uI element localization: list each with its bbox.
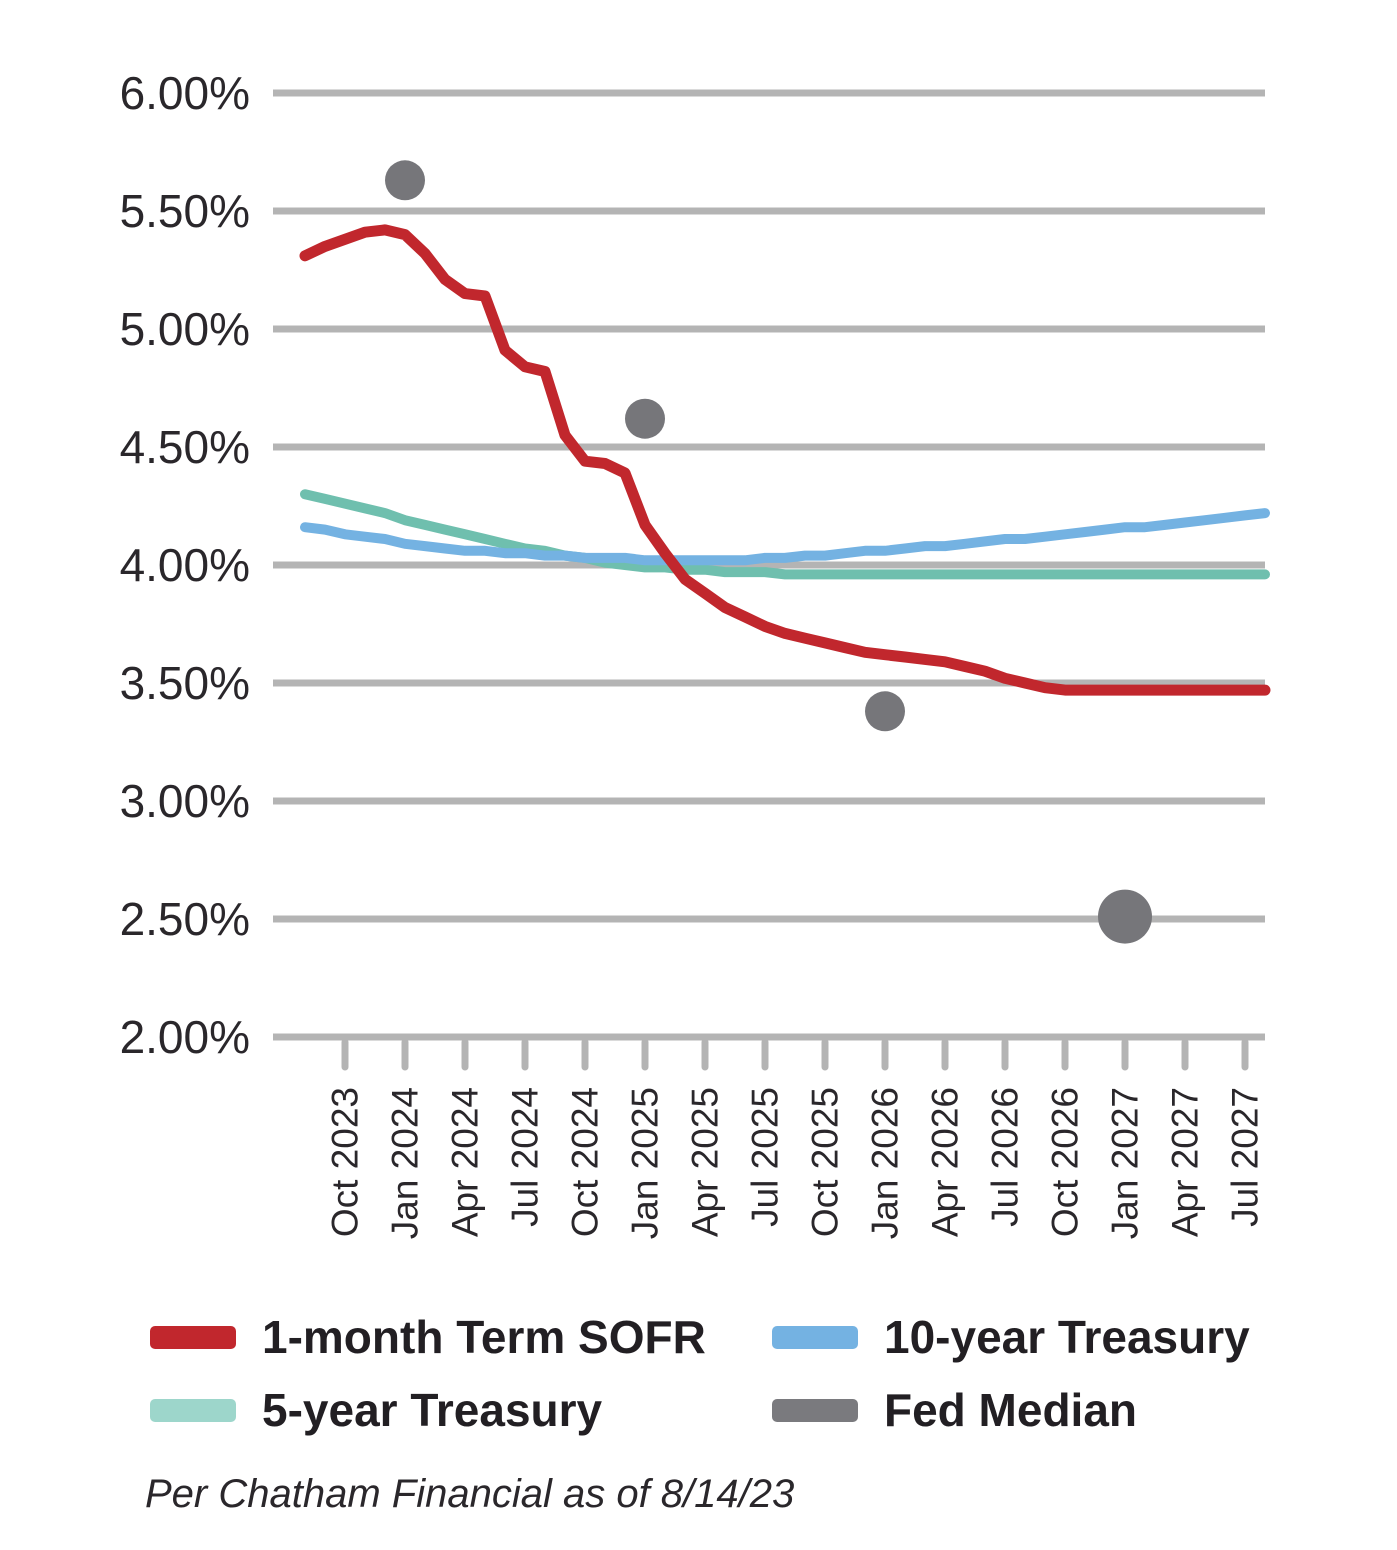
fed-median-dot-jan-2025 <box>625 398 665 439</box>
series-line-1-month-term-sofr <box>299 224 1271 696</box>
x-axis-label: Oct 2026 <box>1045 1087 1086 1237</box>
x-axis-label: Jan 2026 <box>865 1087 906 1239</box>
x-axis-label: Jul 2025 <box>745 1087 786 1227</box>
x-axis-label: Oct 2024 <box>565 1087 606 1237</box>
legend-item-5-year-treasury: 5-year Treasury <box>150 1385 602 1436</box>
legend-label: 5-year Treasury <box>262 1384 603 1436</box>
y-axis-label: 5.00% <box>120 303 250 355</box>
y-axis-label: 6.00% <box>120 67 250 119</box>
legend-swatch-10-year-treasury <box>772 1325 858 1349</box>
legend-item-1-month-term-sofr: 1-month Term SOFR <box>150 1312 706 1363</box>
rates-line-chart: 6.00% 5.50% 5.00% 4.50% 4.00% 3.50% 3.00% 2.50%… <box>120 67 1271 1239</box>
x-axis-label: Apr 2026 <box>925 1087 966 1237</box>
x-axis-label: Oct 2023 <box>325 1087 366 1237</box>
x-axis-label: Apr 2025 <box>685 1087 726 1237</box>
legend-item-fed-median: Fed Median <box>772 1385 1137 1436</box>
y-axis-label: 2.50% <box>120 893 250 945</box>
x-axis-label: Jul 2024 <box>505 1087 546 1227</box>
fed-median-dot-jan-2024 <box>385 160 425 201</box>
x-axis-label: Oct 2025 <box>805 1087 846 1237</box>
legend-swatch-5-year-treasury <box>150 1398 236 1422</box>
legend-label: Fed Median <box>884 1384 1138 1436</box>
fed-median-dot-jan-2027 <box>1098 889 1152 944</box>
x-axis-label: Jan 2025 <box>625 1087 666 1239</box>
y-axis-label: 3.00% <box>120 775 250 827</box>
fed-median-dot-jan-2026 <box>865 691 905 732</box>
legend-label: 1-month Term SOFR <box>262 1311 706 1363</box>
legend-swatch-fed-median <box>772 1398 858 1422</box>
y-axis-label: 4.00% <box>120 539 250 591</box>
x-axis-label: Jan 2027 <box>1105 1087 1146 1239</box>
series-line-10-year-treasury <box>300 508 1270 566</box>
x-axis-label: Apr 2024 <box>445 1087 486 1237</box>
y-axis-label: 4.50% <box>120 421 250 473</box>
x-axis-label: Jul 2026 <box>985 1087 1026 1227</box>
x-axis-label: Apr 2027 <box>1165 1087 1206 1237</box>
y-axis-label: 2.00% <box>120 1011 250 1063</box>
y-axis-label: 5.50% <box>120 185 250 237</box>
x-axis-label: Jul 2027 <box>1225 1087 1266 1227</box>
y-axis-label: 3.50% <box>120 657 250 709</box>
legend-swatch-1-month-term-sofr <box>150 1325 236 1349</box>
series-line-5-year-treasury <box>300 489 1270 580</box>
legend-label: 10-year Treasury <box>884 1311 1250 1363</box>
x-axis-label: Jan 2024 <box>385 1087 426 1239</box>
chart-footnote: Per Chatham Financial as of 8/14/23 <box>145 1472 795 1516</box>
legend-item-10-year-treasury: 10-year Treasury <box>772 1312 1250 1363</box>
